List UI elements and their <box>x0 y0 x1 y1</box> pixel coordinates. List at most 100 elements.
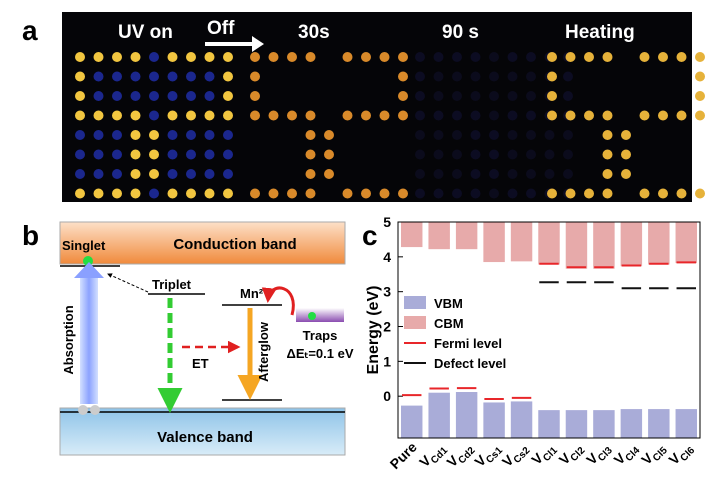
led <box>324 149 334 160</box>
led <box>433 188 444 199</box>
x-tick-label: VCl5 <box>638 438 670 470</box>
band-label: Valence band <box>157 429 253 446</box>
led <box>470 188 481 199</box>
led <box>223 130 233 140</box>
caption: Off <box>207 18 235 39</box>
led <box>452 130 462 140</box>
led <box>507 169 518 179</box>
bar <box>565 410 588 438</box>
led <box>223 91 233 101</box>
led <box>415 52 425 62</box>
led <box>526 52 536 62</box>
led <box>167 52 178 62</box>
led <box>695 52 705 62</box>
led <box>268 52 279 62</box>
isc-arrow <box>107 273 149 293</box>
led <box>695 71 705 82</box>
led <box>305 110 316 121</box>
led <box>287 52 297 62</box>
led <box>489 91 499 101</box>
led <box>167 169 178 179</box>
state-label: Triplet <box>152 277 192 292</box>
led <box>167 130 178 140</box>
x-tick-label: VCs2 <box>499 439 533 473</box>
led <box>526 110 536 121</box>
led <box>507 149 518 160</box>
bar <box>510 401 533 438</box>
valence-band <box>59 407 346 456</box>
led <box>563 91 573 101</box>
led <box>433 130 444 140</box>
led <box>507 91 518 101</box>
led <box>602 130 613 140</box>
led <box>93 188 104 199</box>
led <box>112 110 122 121</box>
led <box>342 188 353 199</box>
trap-label: Traps <box>303 328 338 343</box>
led <box>584 188 594 199</box>
led <box>305 130 316 140</box>
led <box>186 110 196 121</box>
led <box>398 71 408 82</box>
bar <box>455 392 478 438</box>
led <box>250 71 260 82</box>
led <box>452 91 462 101</box>
led <box>223 71 233 82</box>
led <box>75 110 85 121</box>
led <box>204 169 215 179</box>
led <box>584 52 594 62</box>
led <box>452 110 462 121</box>
x-tick-label: VCs1 <box>471 439 505 473</box>
led <box>526 169 536 179</box>
led <box>602 52 613 62</box>
led <box>415 91 425 101</box>
led <box>565 52 576 62</box>
led <box>398 52 408 62</box>
band-label: Conduction band <box>173 236 296 253</box>
panel-label: b <box>22 220 39 251</box>
led <box>342 52 353 62</box>
led <box>305 188 316 199</box>
led <box>658 188 668 199</box>
led <box>565 188 576 199</box>
led <box>565 110 576 121</box>
bar <box>620 222 643 267</box>
led <box>526 130 536 140</box>
led <box>379 188 390 199</box>
led <box>149 71 159 82</box>
legend-label: CBM <box>434 316 464 331</box>
led <box>204 91 215 101</box>
led <box>186 71 196 82</box>
led <box>223 52 233 62</box>
led <box>305 169 316 179</box>
led <box>489 169 499 179</box>
led <box>112 169 122 179</box>
y-axis-label: Energy (eV) <box>365 286 382 375</box>
led <box>130 149 141 160</box>
led <box>93 130 104 140</box>
led <box>130 130 141 140</box>
led <box>204 149 215 160</box>
led <box>112 71 122 82</box>
led <box>112 91 122 101</box>
led <box>186 188 196 199</box>
led <box>415 130 425 140</box>
led <box>361 52 371 62</box>
legend-swatch <box>404 316 426 329</box>
led <box>130 110 141 121</box>
led <box>489 71 499 82</box>
led <box>130 52 141 62</box>
hole <box>78 405 88 415</box>
led <box>112 130 122 140</box>
led <box>602 110 613 121</box>
led <box>526 71 536 82</box>
led <box>507 188 518 199</box>
led <box>452 188 462 199</box>
led <box>186 149 196 160</box>
process-label: Afterglow <box>256 321 271 382</box>
trap-arrow <box>261 286 295 316</box>
led <box>639 188 650 199</box>
led <box>676 52 687 62</box>
led <box>489 188 499 199</box>
